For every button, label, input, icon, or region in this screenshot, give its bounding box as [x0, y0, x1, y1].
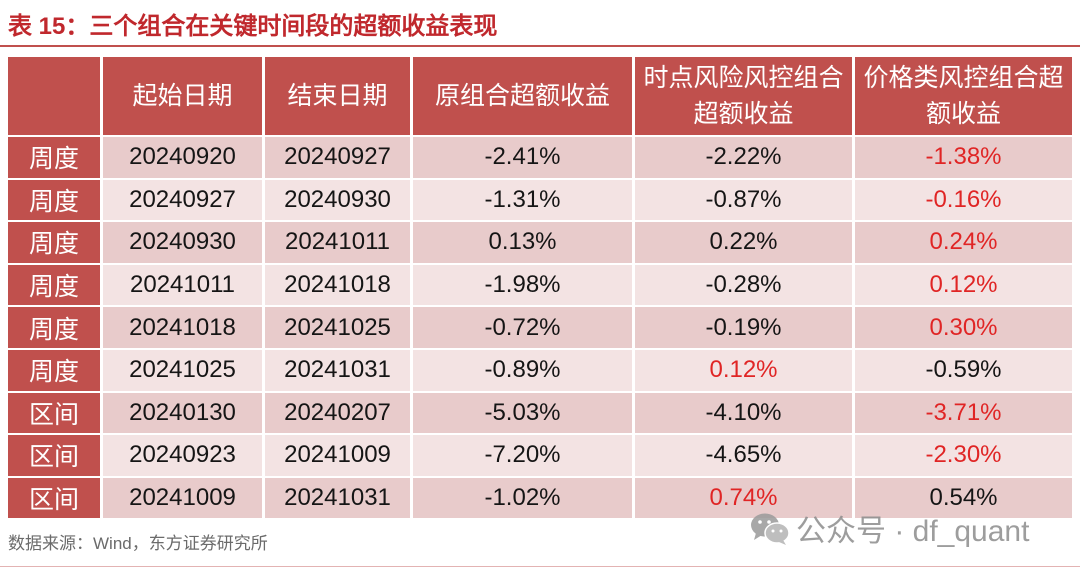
table-header-row: 起始日期 结束日期 原组合超额收益 时点风险风控组合 超额收益 价格类风控组合超…	[8, 57, 1072, 135]
cell-start-date: 20240923	[103, 435, 262, 476]
table-row: 周度 20241018 20241025 -0.72% -0.19% 0.30%	[8, 307, 1072, 348]
header-original-excess: 原组合超额收益	[413, 57, 632, 135]
cell-end-date: 20241031	[265, 477, 410, 519]
cell-original-excess: -0.72%	[413, 307, 632, 348]
header-line: 原组合超额收益	[434, 82, 610, 110]
cell-timing-risk-excess: 0.22%	[635, 222, 852, 263]
cell-original-excess: 0.13%	[413, 222, 632, 263]
cell-end-date: 20240930	[265, 179, 410, 221]
cell-start-date: 20240920	[103, 137, 262, 178]
cell-original-excess: -5.03%	[413, 392, 632, 434]
cell-timing-risk-excess: -4.10%	[635, 392, 852, 434]
header-line: 价格类风控组合超	[863, 64, 1064, 92]
header-price-risk-excess: 价格类风控组合超 额收益	[855, 57, 1072, 135]
cell-original-excess: -0.89%	[413, 349, 632, 391]
cell-timing-risk-excess: -0.87%	[635, 179, 852, 221]
cell-original-excess: -1.31%	[413, 179, 632, 221]
table-row: 周度 20240927 20240930 -1.31% -0.87% -0.16%	[8, 179, 1072, 221]
table-row: 周度 20240920 20240927 -2.41% -2.22% -1.38%	[8, 137, 1072, 178]
cell-period: 周度	[8, 179, 100, 221]
cell-start-date: 20240930	[103, 222, 262, 263]
cell-period: 区间	[8, 477, 100, 519]
cell-timing-risk-excess: -4.65%	[635, 435, 852, 476]
cell-end-date: 20241011	[265, 222, 410, 263]
table-row: 周度 20240930 20241011 0.13% 0.22% 0.24%	[8, 222, 1072, 263]
header-line: 时点风险风控组合	[643, 64, 844, 92]
cell-start-date: 20240927	[103, 179, 262, 221]
table-row: 区间 20241009 20241031 -1.02% 0.74% 0.54%	[8, 477, 1072, 519]
cell-end-date: 20240927	[265, 137, 410, 178]
cell-period: 周度	[8, 307, 100, 348]
cell-timing-risk-excess: 0.74%	[635, 477, 852, 519]
cell-period: 周度	[8, 137, 100, 178]
header-corner	[8, 57, 100, 135]
cell-original-excess: -2.41%	[413, 137, 632, 178]
cell-price-risk-excess: -0.59%	[855, 349, 1072, 391]
header-start-date: 起始日期	[103, 57, 262, 135]
header-end-date: 结束日期	[265, 57, 410, 135]
cell-start-date: 20240130	[103, 392, 262, 434]
cell-price-risk-excess: 0.24%	[855, 222, 1072, 263]
cell-end-date: 20241018	[265, 264, 410, 306]
table-row: 区间 20240130 20240207 -5.03% -4.10% -3.71%	[8, 392, 1072, 434]
cell-timing-risk-excess: -0.19%	[635, 307, 852, 348]
cell-period: 周度	[8, 222, 100, 263]
table-title: 表 15：三个组合在关键时间段的超额收益表现	[8, 13, 498, 40]
excess-return-table: 起始日期 结束日期 原组合超额收益 时点风险风控组合 超额收益 价格类风控组合超…	[5, 55, 1075, 520]
table-row: 区间 20240923 20241009 -7.20% -4.65% -2.30%	[8, 435, 1072, 476]
cell-end-date: 20241009	[265, 435, 410, 476]
header-line: 起始日期	[132, 82, 233, 110]
data-source-note: 数据来源：Wind，东方证券研究所	[8, 534, 268, 553]
cell-original-excess: -1.02%	[413, 477, 632, 519]
cell-start-date: 20241025	[103, 349, 262, 391]
bottom-divider	[0, 566, 1080, 567]
table-row: 周度 20241025 20241031 -0.89% 0.12% -0.59%	[8, 349, 1072, 391]
header-line: 额收益	[925, 100, 1001, 128]
cell-price-risk-excess: 0.12%	[855, 264, 1072, 306]
cell-start-date: 20241009	[103, 477, 262, 519]
cell-timing-risk-excess: -2.22%	[635, 137, 852, 178]
cell-period: 周度	[8, 264, 100, 306]
header-line: 超额收益	[693, 100, 794, 128]
cell-period: 区间	[8, 392, 100, 434]
cell-period: 周度	[8, 349, 100, 391]
cell-end-date: 20241031	[265, 349, 410, 391]
cell-price-risk-excess: -2.30%	[855, 435, 1072, 476]
cell-timing-risk-excess: 0.12%	[635, 349, 852, 391]
cell-end-date: 20241025	[265, 307, 410, 348]
cell-start-date: 20241018	[103, 307, 262, 348]
header-line: 结束日期	[287, 82, 388, 110]
title-divider	[0, 45, 1080, 47]
cell-price-risk-excess: 0.30%	[855, 307, 1072, 348]
cell-price-risk-excess: -1.38%	[855, 137, 1072, 178]
table-row: 周度 20241011 20241018 -1.98% -0.28% 0.12%	[8, 264, 1072, 306]
cell-end-date: 20240207	[265, 392, 410, 434]
cell-price-risk-excess: -3.71%	[855, 392, 1072, 434]
cell-price-risk-excess: 0.54%	[855, 477, 1072, 519]
cell-original-excess: -7.20%	[413, 435, 632, 476]
cell-original-excess: -1.98%	[413, 264, 632, 306]
cell-price-risk-excess: -0.16%	[855, 179, 1072, 221]
table-body: 周度 20240920 20240927 -2.41% -2.22% -1.38% 周度 20…	[8, 137, 1072, 519]
cell-timing-risk-excess: -0.28%	[635, 264, 852, 306]
cell-start-date: 20241011	[103, 264, 262, 306]
header-timing-risk-excess: 时点风险风控组合 超额收益	[635, 57, 852, 135]
cell-period: 区间	[8, 435, 100, 476]
